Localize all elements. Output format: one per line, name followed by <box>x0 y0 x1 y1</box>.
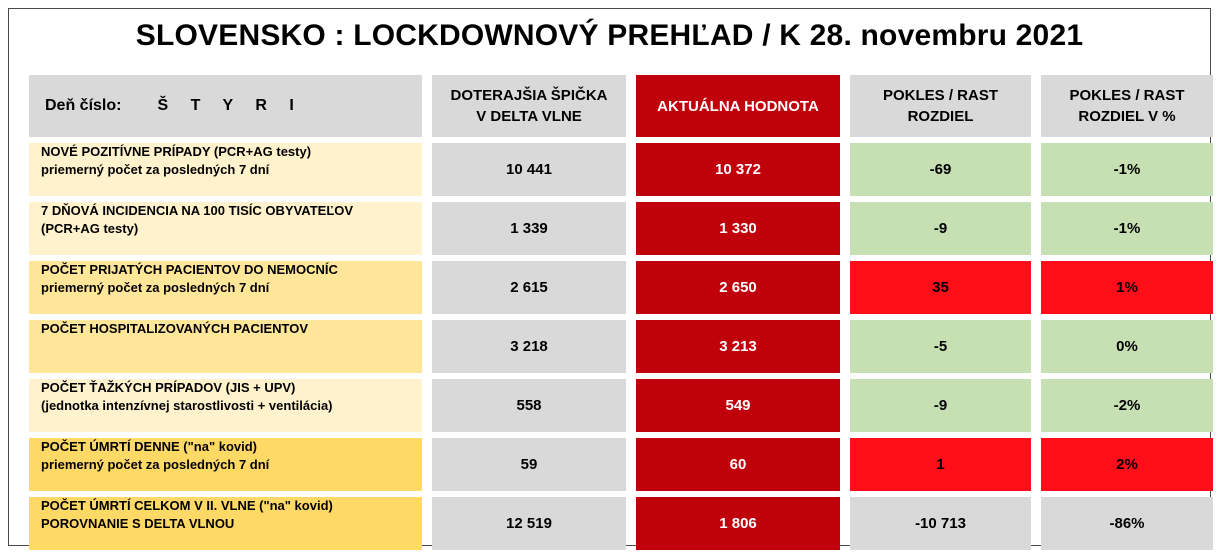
peak-value: 10 441 <box>432 143 626 196</box>
overview-table: Deň číslo: Š T Y R I DOTERAJŠIA ŠPIČKA V… <box>29 75 1213 550</box>
row-label-severe-cases: POČET ŤAŽKÝCH PRÍPADOV (JIS + UPV) (jedn… <box>29 379 422 432</box>
diff-header-line1: POKLES / RAST <box>882 87 998 104</box>
peak-value: 558 <box>432 379 626 432</box>
diff-header-line2: ROZDIEL <box>907 108 974 125</box>
row-label-admissions: POČET PRIJATÝCH PACIENTOV DO NEMOCNÍC pr… <box>29 261 422 314</box>
row-label-line1: POČET ÚMRTÍ CELKOM V II. VLNE ("na" kovi… <box>41 498 333 513</box>
diff-value: 35 <box>850 261 1031 314</box>
row-label-line2: (PCR+AG testy) <box>41 221 139 236</box>
current-value: 10 372 <box>636 143 840 196</box>
row-label-line1: 7 DŇOVÁ INCIDENCIA NA 100 TISÍC OBYVATEĽ… <box>41 203 354 218</box>
row-label-line2: priemerný počet za posledných 7 dní <box>41 280 270 295</box>
row-label-incidence: 7 DŇOVÁ INCIDENCIA NA 100 TISÍC OBYVATEĽ… <box>29 202 422 255</box>
pct-value: -1% <box>1041 143 1213 196</box>
pct-value: 1% <box>1041 261 1213 314</box>
pct-header-line2: ROZDIEL V % <box>1078 108 1176 125</box>
day-label: Deň číslo: <box>45 97 122 114</box>
current-column-header: AKTUÁLNA HODNOTA <box>636 75 840 137</box>
current-value: 2 650 <box>636 261 840 314</box>
pct-value: -86% <box>1041 497 1213 550</box>
peak-value: 1 339 <box>432 202 626 255</box>
row-label-line2: priemerný počet za posledných 7 dní <box>41 162 270 177</box>
pct-value: -1% <box>1041 202 1213 255</box>
peak-value: 12 519 <box>432 497 626 550</box>
pct-column-header: POKLES / RAST ROZDIEL V % <box>1041 75 1213 137</box>
row-label-line1: POČET ÚMRTÍ DENNE ("na" kovid) <box>41 439 258 454</box>
row-label-line1: POČET HOSPITALIZOVANÝCH PACIENTOV <box>41 321 309 336</box>
pct-header-line1: POKLES / RAST <box>1069 87 1185 104</box>
row-label-daily-deaths: POČET ÚMRTÍ DENNE ("na" kovid) priemerný… <box>29 438 422 491</box>
diff-value: -69 <box>850 143 1031 196</box>
day-number-header: Deň číslo: Š T Y R I <box>29 75 422 137</box>
row-label-line1: POČET ŤAŽKÝCH PRÍPADOV (JIS + UPV) <box>41 380 296 395</box>
row-label-hospitalized: POČET HOSPITALIZOVANÝCH PACIENTOV <box>29 320 422 373</box>
row-label-new-cases: NOVÉ POZITÍVNE PRÍPADY (PCR+AG testy) pr… <box>29 143 422 196</box>
peak-value: 3 218 <box>432 320 626 373</box>
peak-value: 59 <box>432 438 626 491</box>
diff-value: -10 713 <box>850 497 1031 550</box>
peak-value: 2 615 <box>432 261 626 314</box>
current-value: 60 <box>636 438 840 491</box>
peak-column-header: DOTERAJŠIA ŠPIČKA V DELTA VLNE <box>432 75 626 137</box>
row-label-line1: NOVÉ POZITÍVNE PRÍPADY (PCR+AG testy) <box>41 144 312 159</box>
pct-value: 0% <box>1041 320 1213 373</box>
diff-value: -9 <box>850 379 1031 432</box>
peak-header-line2: V DELTA VLNE <box>476 108 582 125</box>
row-label-total-deaths: POČET ÚMRTÍ CELKOM V II. VLNE ("na" kovi… <box>29 497 422 550</box>
current-value: 3 213 <box>636 320 840 373</box>
day-value: Š T Y R I <box>157 97 303 114</box>
current-value: 1 330 <box>636 202 840 255</box>
row-label-line2: priemerný počet za posledných 7 dní <box>41 457 270 472</box>
diff-value: -9 <box>850 202 1031 255</box>
row-label-line1: POČET PRIJATÝCH PACIENTOV DO NEMOCNÍC <box>41 262 338 277</box>
current-value: 549 <box>636 379 840 432</box>
pct-value: 2% <box>1041 438 1213 491</box>
diff-value: -5 <box>850 320 1031 373</box>
row-label-line2: (jednotka intenzívnej starostlivosti + v… <box>41 398 333 413</box>
row-label-line2: POROVNANIE S DELTA VLNOU <box>41 516 235 531</box>
pct-value: -2% <box>1041 379 1213 432</box>
diff-column-header: POKLES / RAST ROZDIEL <box>850 75 1031 137</box>
current-value: 1 806 <box>636 497 840 550</box>
peak-header-line1: DOTERAJŠIA ŠPIČKA <box>450 87 608 104</box>
report-title: SLOVENSKO : LOCKDOWNOVÝ PREHĽAD / K 28. … <box>135 19 1084 52</box>
diff-value: 1 <box>850 438 1031 491</box>
report-frame: SLOVENSKO : LOCKDOWNOVÝ PREHĽAD / K 28. … <box>8 8 1213 550</box>
